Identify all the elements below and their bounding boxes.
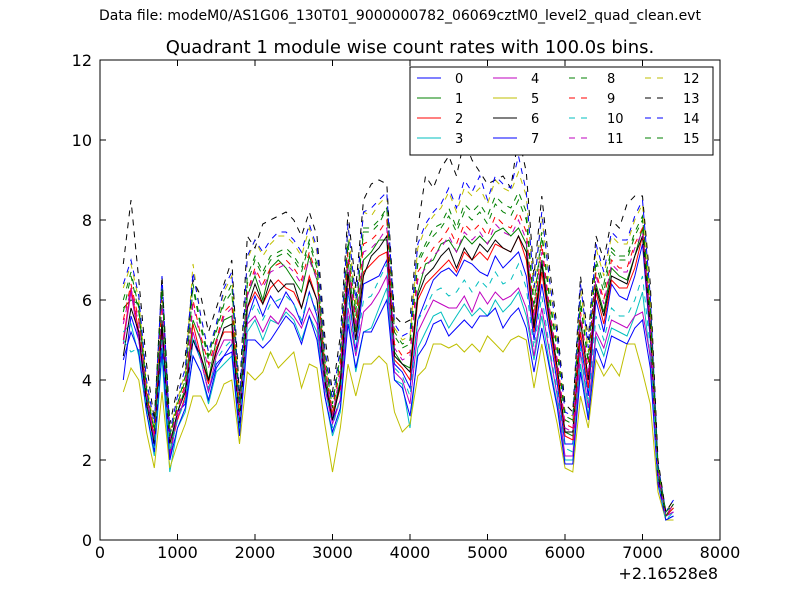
legend-label-15: 15 (683, 132, 700, 147)
legend-label-10: 10 (607, 112, 624, 127)
series-line-3 (122, 287, 674, 521)
x-tick-label: 3000 (312, 543, 353, 562)
x-tick-label: 1000 (157, 543, 198, 562)
legend-label-4: 4 (531, 72, 539, 87)
series-line-13 (122, 135, 674, 514)
series-line-9 (122, 210, 674, 518)
y-tick-label: 2 (82, 451, 92, 470)
legend-label-1: 1 (455, 92, 463, 107)
chart-title: Quadrant 1 module wise count rates with … (166, 37, 655, 58)
figure-suptitle: Data file: modeM0/AS1G06_130T01_90000007… (99, 8, 701, 24)
y-tick-label: 8 (82, 211, 92, 230)
legend-label-5: 5 (531, 92, 539, 107)
x-tick-label: 7000 (622, 543, 663, 562)
legend-label-13: 13 (683, 92, 700, 107)
legend-label-11: 11 (607, 132, 624, 147)
legend-label-6: 6 (531, 112, 539, 127)
x-axis-offset-label: +2.16528e8 (618, 564, 718, 583)
legend-label-8: 8 (607, 72, 615, 87)
legend-label-12: 12 (683, 72, 700, 87)
legend-label-9: 9 (607, 92, 615, 107)
x-tick-label: 6000 (545, 543, 586, 562)
series-line-7 (122, 298, 674, 521)
x-tick-label: 4000 (390, 543, 431, 562)
legend-label-14: 14 (683, 112, 700, 127)
series-line-6 (122, 234, 674, 518)
series-line-15 (122, 190, 674, 514)
legend-frame (409, 66, 714, 156)
series-line-2 (122, 234, 674, 518)
legend-label-0: 0 (455, 72, 463, 87)
x-tick-label: 5000 (467, 543, 508, 562)
legend-label-7: 7 (531, 132, 539, 147)
series-group (122, 135, 674, 522)
x-tick-label: 0 (95, 543, 105, 562)
legend-label-2: 2 (455, 112, 463, 127)
series-line-10 (122, 262, 674, 522)
series-line-0 (122, 243, 674, 517)
x-tick-label: 2000 (235, 543, 276, 562)
series-line-8 (122, 198, 674, 518)
x-tick-label: 8000 (700, 543, 741, 562)
y-tick-label: 0 (82, 531, 92, 550)
series-line-11 (122, 218, 674, 518)
axis-ticks: 0 1000 2000 3000 4000 5000 6000 7000 80000246810… (72, 51, 741, 562)
series-line-4 (122, 274, 674, 517)
y-tick-label: 12 (72, 51, 92, 70)
y-tick-label: 10 (72, 131, 92, 150)
series-line-14 (122, 155, 674, 514)
y-tick-label: 4 (82, 371, 92, 390)
series-line-5 (122, 335, 674, 521)
legend-label-3: 3 (455, 132, 463, 147)
y-tick-label: 6 (82, 291, 92, 310)
